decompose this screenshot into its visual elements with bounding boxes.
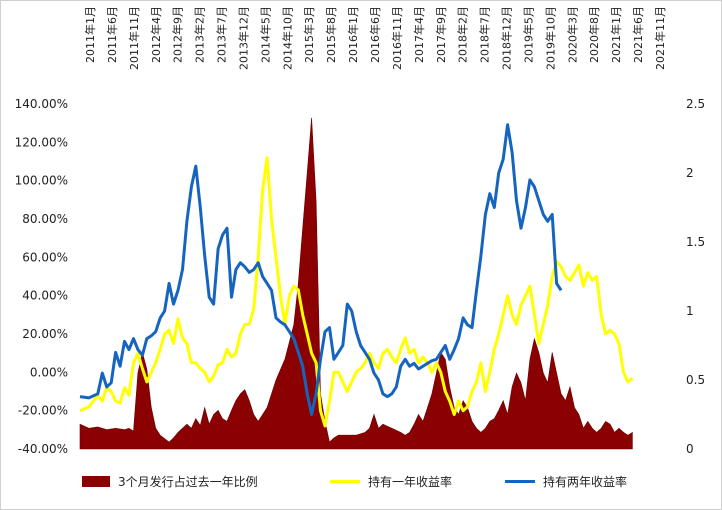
x-tick-label: 2021年1月 xyxy=(609,6,623,63)
x-tick-label: 2021年11月 xyxy=(653,6,667,70)
right-tick-label: 2.5 xyxy=(686,97,705,111)
x-tick-label: 2019年10月 xyxy=(543,6,557,70)
right-tick-label: 0.5 xyxy=(686,373,705,387)
x-tick-label: 2019年5月 xyxy=(521,6,535,63)
legend-label-two-year-return: 持有两年收益率 xyxy=(543,474,628,489)
legend-item-one-year-return: 持有一年收益率 xyxy=(330,471,452,491)
left-tick-label: 140.00% xyxy=(15,97,68,111)
right-tick-label: 0 xyxy=(686,442,694,456)
x-tick-label: 2018年2月 xyxy=(456,6,470,63)
left-tick-label: -40.00% xyxy=(18,442,68,456)
x-tick-label: 2016年1月 xyxy=(346,6,360,63)
x-tick-label: 2011年1月 xyxy=(83,6,97,63)
x-tick-label: 2012年4月 xyxy=(149,6,163,63)
x-tick-label: 2012年9月 xyxy=(171,6,185,63)
x-tick-label: 2020年8月 xyxy=(587,6,601,63)
series-layer xyxy=(79,117,634,450)
x-tick-label: 2011年6月 xyxy=(105,6,119,63)
right-tick-label: 1.5 xyxy=(686,235,705,249)
x-tick-label: 2015年3月 xyxy=(302,6,316,63)
legend-swatch-one-year-return xyxy=(330,479,360,483)
x-tick-label: 2016年6月 xyxy=(368,6,382,63)
legend-item-issuance-ratio: 3个月发行占过去一年比例 xyxy=(82,471,258,491)
right-axis-tick-labels: 2.5 2 1.5 1 0.5 0 xyxy=(686,97,705,456)
left-tick-label: 40.00% xyxy=(22,289,68,303)
x-tick-label: 2018年12月 xyxy=(500,6,514,70)
x-tick-label: 2017年4月 xyxy=(412,6,426,63)
x-tick-label: 2020年3月 xyxy=(565,6,579,63)
left-axis-tick-labels: 140.00% 120.00% 100.00% 80.00% 60.00% 40.00% 2… xyxy=(15,97,68,456)
legend-swatch-two-year-return xyxy=(505,479,535,483)
legend-item-two-year-return: 持有两年收益率 xyxy=(505,471,627,491)
left-tick-label: -20.00% xyxy=(18,404,68,418)
x-tick-label: 2015年8月 xyxy=(324,6,338,63)
x-tick-label: 2017年9月 xyxy=(434,6,448,63)
x-tick-labels: 2011年1月 2011年6月 2011年11月 2012年4月 2012年9月 2013… xyxy=(83,6,667,70)
one-year-return-line xyxy=(79,156,634,428)
x-tick-label: 2013年2月 xyxy=(193,6,207,63)
x-tick-label: 2011年11月 xyxy=(127,6,141,70)
legend-label-one-year-return: 持有一年收益率 xyxy=(368,474,453,489)
x-tick-label: 2018年7月 xyxy=(478,6,492,63)
two-year-return-line xyxy=(79,123,563,416)
left-tick-label: 60.00% xyxy=(22,250,68,264)
left-tick-label: 20.00% xyxy=(22,327,68,341)
legend-label-issuance-ratio: 3个月发行占过去一年比例 xyxy=(118,474,258,489)
left-tick-label: 0.00% xyxy=(30,365,68,379)
left-tick-label: 100.00% xyxy=(15,174,68,188)
left-tick-label: 120.00% xyxy=(15,135,68,149)
legend-swatch-issuance-ratio xyxy=(82,475,110,487)
right-tick-label: 1 xyxy=(686,304,694,318)
x-tick-label: 2013年12月 xyxy=(236,6,250,70)
x-tick-label: 2014年5月 xyxy=(258,6,272,63)
x-tick-label: 2016年11月 xyxy=(390,6,404,70)
issuance-ratio-area xyxy=(79,117,633,450)
x-tick-label: 2021年6月 xyxy=(631,6,645,63)
left-tick-label: 80.00% xyxy=(22,212,68,226)
right-tick-label: 2 xyxy=(686,166,694,180)
x-tick-label: 2013年7月 xyxy=(215,6,229,63)
x-tick-label: 2014年10月 xyxy=(280,6,294,70)
